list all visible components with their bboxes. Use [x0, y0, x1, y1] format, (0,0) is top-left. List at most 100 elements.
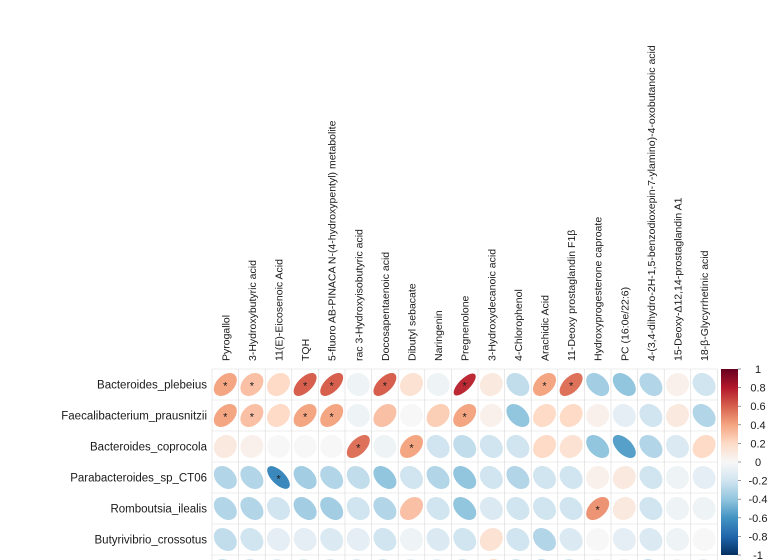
correlation-ellipse: [533, 434, 557, 458]
correlation-ellipse: [400, 372, 424, 396]
correlation-ellipse: [612, 528, 636, 552]
column-label: 11-Deoxy prostaglandin F1β: [566, 230, 578, 361]
significance-marker: *: [596, 505, 601, 517]
correlation-ellipse: [320, 404, 344, 428]
significance-marker: *: [330, 381, 335, 393]
column-label: Docosapentaenoic acid: [380, 252, 392, 361]
column-label: Dibutyl sebacate: [407, 283, 419, 361]
significance-marker: *: [250, 412, 255, 424]
correlation-ellipse: [506, 496, 530, 520]
correlation-ellipse: [373, 404, 397, 428]
correlation-ellipse: [293, 404, 317, 428]
correlation-ellipse: [612, 404, 636, 428]
correlation-ellipse: [293, 435, 317, 458]
correlation-ellipse: [240, 404, 264, 428]
column-labels: Pyrogallol 3-Hydroxybutyric acid 11(E)-Eic…: [220, 45, 711, 361]
correlation-ellipse: [399, 435, 423, 459]
column-label: Arachidic Acid: [540, 295, 552, 361]
correlation-ellipse: [533, 466, 557, 490]
correlation-ellipse: [426, 496, 450, 520]
row-label: Romboutsia_ilealis: [110, 504, 207, 516]
correlation-ellipse: [213, 435, 237, 458]
significance-marker: *: [542, 381, 547, 393]
correlation-ellipse: [426, 404, 450, 428]
correlation-ellipse: [373, 435, 397, 459]
significance-marker: *: [276, 474, 281, 486]
correlation-ellipse: [533, 528, 557, 552]
row-label: Faecalibacterium_prausnitzii: [61, 411, 207, 423]
column-label: 3-Hydroxybutyric acid: [247, 260, 259, 361]
correlation-ellipse: [266, 496, 291, 520]
correlation-ellipse: [666, 373, 690, 397]
significance-marker: *: [250, 381, 255, 393]
correlation-ellipse: [612, 434, 636, 458]
correlation-ellipse: [639, 466, 663, 490]
column-label: 15-Deoxy-Δ12,14-prostaglandin A1: [673, 197, 685, 361]
significance-marker: *: [463, 381, 468, 393]
correlation-ellipse: [479, 434, 503, 458]
column-label: Naringenin: [433, 310, 445, 361]
correlation-ellipse: [213, 403, 237, 427]
legend-tick-label: -0.8: [749, 531, 768, 543]
correlation-ellipse: [533, 403, 557, 427]
correlation-ellipse: [665, 434, 689, 458]
correlation-ellipse: [639, 497, 663, 521]
column-label: TQH: [300, 339, 312, 361]
correlation-ellipse: [479, 497, 503, 521]
correlation-ellipse: [559, 466, 583, 490]
correlation-ellipse: [266, 527, 290, 551]
correlation-ellipse: [559, 527, 583, 551]
column-label: 18-β-Glycyrrhetinic acid: [699, 250, 711, 361]
correlation-ellipse: [532, 373, 556, 397]
legend-tick-label: 1: [755, 364, 761, 376]
correlation-ellipse: [612, 496, 636, 520]
legend-tick-label: -1: [753, 550, 763, 560]
correlation-ellipse: [213, 497, 237, 521]
correlation-ellipse: [426, 528, 450, 552]
column-label: 5-fluoro AB-PINACA N-(4-hydroxypentyl) m…: [327, 120, 339, 361]
correlation-ellipse: [692, 528, 716, 551]
correlation-ellipse: [506, 403, 530, 427]
correlation-ellipse: [586, 404, 610, 428]
significance-marker: *: [223, 381, 228, 393]
correlation-ellipse: [453, 465, 477, 489]
correlation-ellipse: [213, 528, 237, 552]
correlation-ellipse: [320, 435, 344, 458]
column-label: PC (16:0e/22:6): [619, 287, 631, 361]
correlation-ellipse: [479, 527, 503, 551]
row-label: Butyrivibrio_crossotus: [95, 535, 208, 547]
correlation-ellipse: [346, 527, 370, 551]
correlation-ellipse: [373, 373, 397, 396]
cells: * * * * * * * * * * * * * * * * *: [213, 372, 716, 560]
correlation-ellipse: [373, 528, 397, 552]
correlation-ellipse: [400, 404, 423, 427]
correlation-ellipse: [692, 404, 716, 428]
correlation-ellipse: [559, 372, 583, 396]
correlation-ellipse: [586, 372, 610, 396]
correlation-ellipse: [692, 466, 716, 490]
correlation-ellipse: [586, 434, 610, 458]
legend-tick-label: 0.6: [750, 401, 765, 413]
legend-tick-label: -0.6: [749, 513, 768, 525]
correlation-ellipse: [293, 465, 317, 489]
color-legend: 1 0.8 0.6 0.4 0.2 0 -0.2 -0.4 -0.6 -0.8 -1: [721, 364, 767, 560]
correlation-ellipse: [426, 465, 450, 489]
correlation-ellipse: [612, 465, 636, 489]
column-label: rac 3-Hydroxyisobutyric acid: [353, 229, 365, 361]
correlation-ellipse: [346, 434, 370, 458]
correlation-ellipse: [639, 435, 663, 459]
correlation-ellipse: [665, 528, 689, 552]
correlation-ellipse: [665, 497, 689, 521]
correlation-ellipse: [399, 528, 423, 552]
legend-tick-label: -0.2: [749, 476, 768, 488]
correlation-ellipse: [692, 497, 716, 521]
correlation-ellipse: [240, 373, 264, 397]
correlation-ellipse: [639, 404, 663, 428]
correlation-ellipse: [453, 435, 477, 459]
correlation-ellipse: [346, 496, 370, 520]
correlation-ellipse: [479, 404, 503, 428]
column-label: Pyrogallol: [220, 315, 232, 361]
correlation-ellipse: [479, 465, 503, 489]
row-label: Bacteroides_coprocola: [90, 442, 208, 454]
legend-tick-label: 0: [755, 457, 761, 469]
